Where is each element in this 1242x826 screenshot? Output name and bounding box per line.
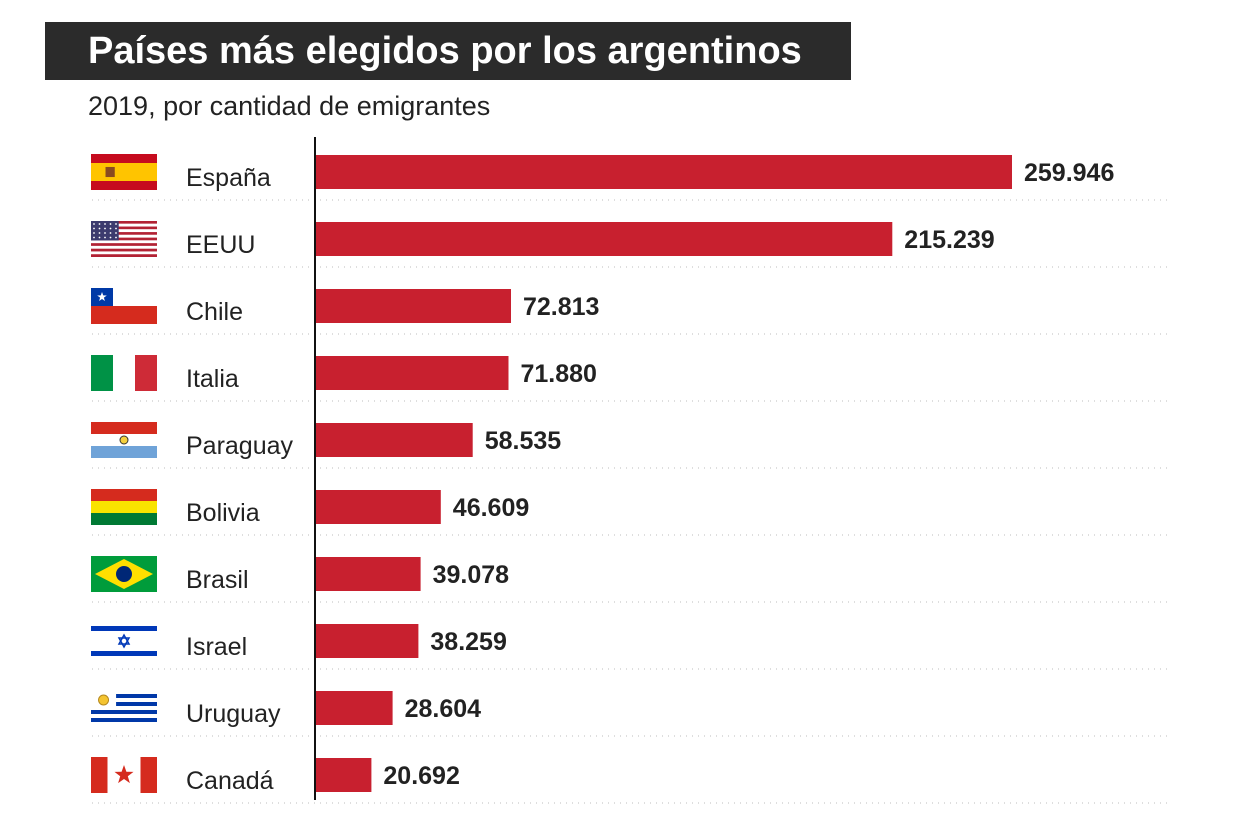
bar [316, 423, 473, 457]
chile-flag-icon [91, 288, 157, 324]
bar [316, 490, 441, 524]
usa-flag-icon [91, 221, 157, 257]
spain-flag-icon [91, 154, 157, 190]
bar [316, 222, 893, 256]
category-label: Chile [186, 298, 243, 326]
category-label: Uruguay [186, 700, 281, 728]
value-label: 71.880 [521, 360, 597, 388]
category-label: Bolivia [186, 499, 260, 527]
value-label: 39.078 [433, 561, 510, 589]
value-label: 20.692 [383, 762, 459, 790]
category-label: Israel [186, 633, 247, 661]
chart-title: Países más elegidos por los argentinos [88, 30, 802, 72]
uruguay-flag-icon [91, 690, 157, 726]
category-label: Canadá [186, 767, 274, 795]
value-label: 46.609 [453, 494, 529, 522]
value-label: 259.946 [1024, 159, 1114, 187]
bar [316, 557, 421, 591]
title-bar: Países más elegidos por los argentinos [45, 22, 851, 80]
bars [316, 155, 1012, 792]
italy-flag-icon [91, 355, 157, 391]
value-labels: 259.946 215.239 72.813 71.880 58.535 46.609 39… [383, 159, 1114, 790]
value-label: 38.259 [430, 628, 506, 656]
bar [316, 356, 509, 390]
flag-icons [91, 154, 157, 793]
israel-flag-icon [91, 623, 157, 659]
value-label: 215.239 [904, 226, 994, 254]
bar [316, 155, 1012, 189]
category-label: Paraguay [186, 432, 294, 460]
brazil-flag-icon [91, 556, 157, 592]
bar [316, 691, 393, 725]
category-label: Italia [186, 365, 239, 393]
category-label: Brasil [186, 566, 249, 594]
paraguay-flag-icon [91, 422, 157, 458]
value-label: 72.813 [523, 293, 599, 321]
bar [316, 289, 511, 323]
bar [316, 758, 372, 792]
value-label: 58.535 [485, 427, 562, 455]
category-label: EEUU [186, 231, 255, 259]
bolivia-flag-icon [91, 489, 157, 525]
category-label: España [186, 164, 271, 192]
value-label: 28.604 [405, 695, 482, 723]
bar [316, 624, 419, 658]
canada-flag-icon [91, 757, 157, 793]
category-labels: España EEUU Chile Italia Paraguay Bolivia Bras… [186, 164, 294, 795]
chart-subtitle: 2019, por cantidad de emigrantes [88, 91, 491, 121]
